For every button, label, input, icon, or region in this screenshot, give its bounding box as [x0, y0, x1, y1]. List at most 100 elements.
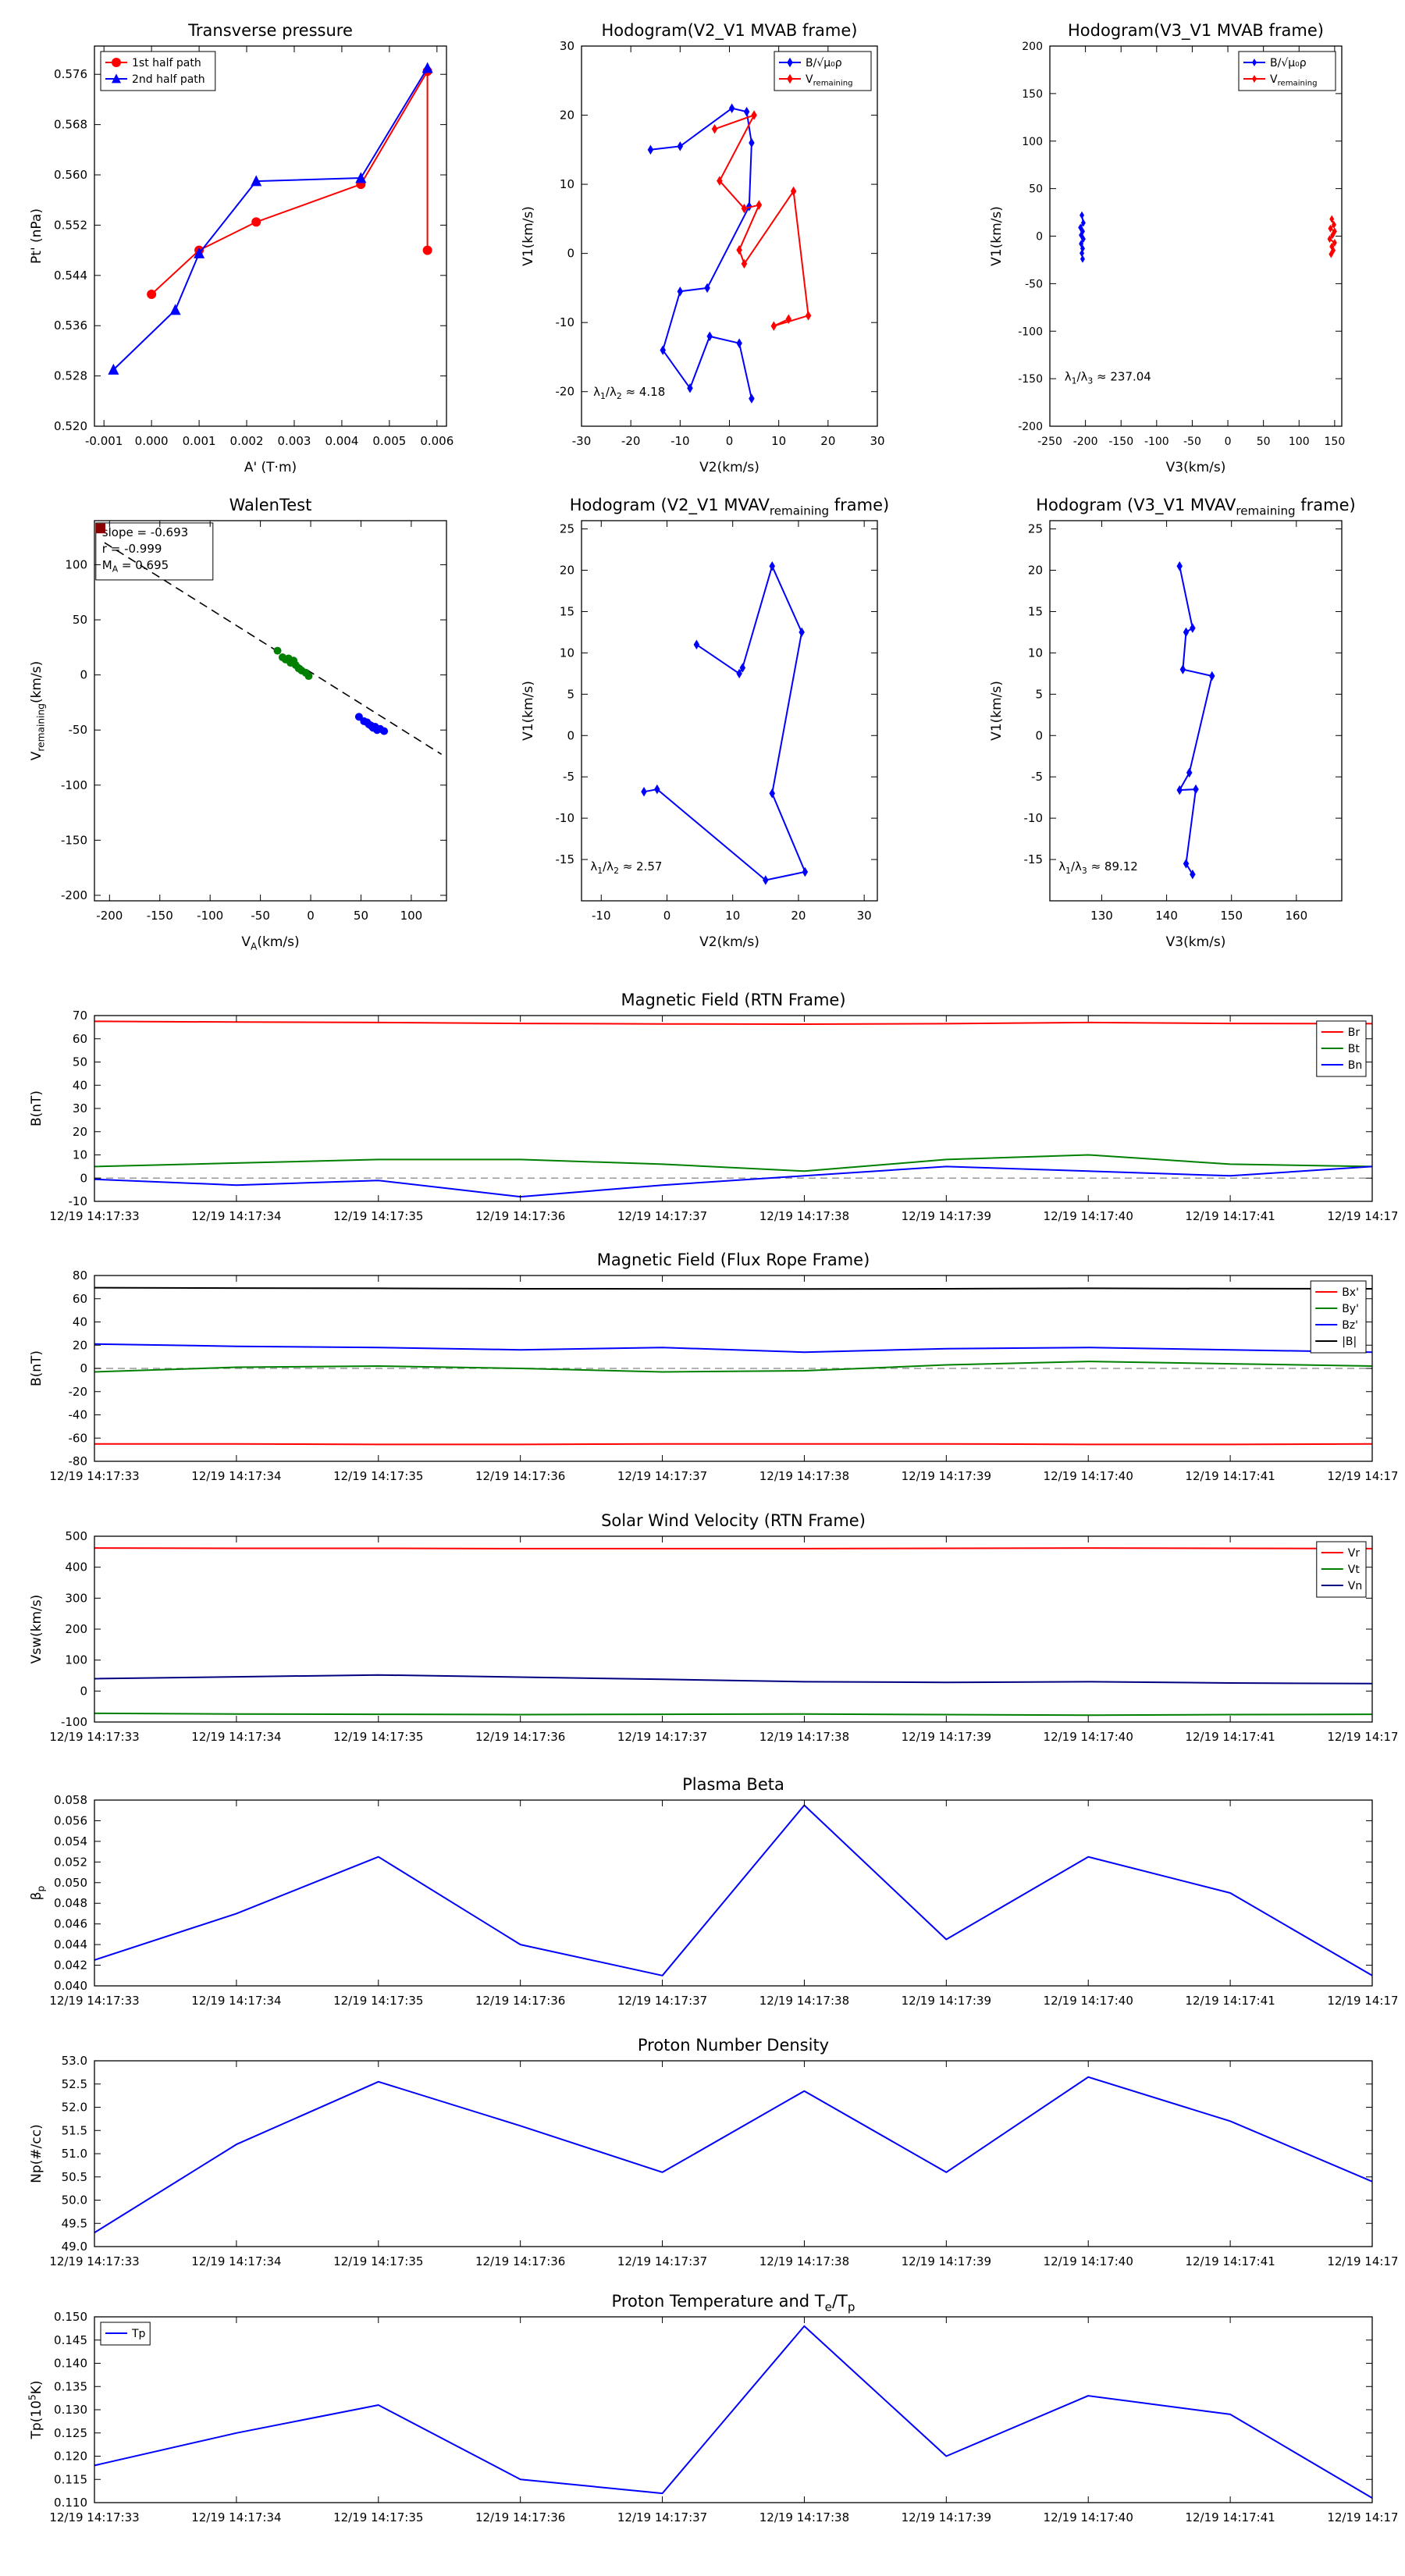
- svg-text:12/19 14:17:37: 12/19 14:17:37: [617, 1994, 707, 2008]
- svg-text:-60: -60: [69, 1431, 88, 1445]
- svg-text:B/√μ₀ρ: B/√μ₀ρ: [806, 57, 842, 69]
- svg-text:0.006: 0.006: [420, 434, 454, 448]
- svg-text:0.040: 0.040: [54, 1979, 87, 1993]
- svg-text:50.0: 50.0: [62, 2194, 87, 2208]
- svg-text:-5: -5: [563, 770, 574, 784]
- svg-text:160: 160: [1286, 909, 1308, 923]
- svg-text:0: 0: [80, 1361, 87, 1375]
- svg-text:-200: -200: [1073, 436, 1098, 448]
- svg-text:Hodogram(V3_V1 MVAB frame): Hodogram(V3_V1 MVAB frame): [1068, 21, 1324, 41]
- svg-text:12/19 14:17:42: 12/19 14:17:42: [1327, 1469, 1397, 1483]
- svg-text:12/19 14:17:33: 12/19 14:17:33: [49, 2510, 139, 2524]
- svg-text:51.0: 51.0: [62, 2147, 87, 2161]
- temp-legend: Tp: [100, 2322, 151, 2346]
- svg-text:70: 70: [73, 1009, 87, 1023]
- svg-text:V1(km/s): V1(km/s): [521, 206, 536, 266]
- walen-svg: slope = -0.693 r = -0.999 MA = 0.695 -200 -1…: [29, 496, 447, 952]
- svg-text:Plasma Beta: Plasma Beta: [682, 1775, 784, 1794]
- svg-text:10: 10: [560, 646, 574, 660]
- svg-text:Hodogram (V2_V1 MVAVremaining: Hodogram (V2_V1 MVAVremaining frame): [570, 496, 890, 518]
- svg-text:V2(km/s): V2(km/s): [699, 460, 759, 475]
- brtn-svg: 12/19 14:17:33 12/19 14:17:34 12/19 14:17:…: [29, 991, 1397, 1223]
- svg-text:-150: -150: [1108, 436, 1133, 448]
- svg-text:100: 100: [1022, 136, 1043, 148]
- svg-text:12/19 14:17:38: 12/19 14:17:38: [759, 1994, 849, 2008]
- svg-text:-10: -10: [69, 1194, 88, 1208]
- svg-text:-200: -200: [96, 909, 123, 923]
- svg-text:12/19 14:17:37: 12/19 14:17:37: [617, 1730, 707, 1744]
- h3ab-legend: B/√μ₀ρ Vremaining: [1238, 51, 1336, 91]
- svg-text:Vremaining(km/s): Vremaining(km/s): [29, 661, 46, 760]
- svg-text:2nd half path: 2nd half path: [132, 73, 205, 86]
- svg-text:-100: -100: [61, 778, 87, 792]
- svg-text:51.5: 51.5: [62, 2123, 87, 2137]
- svg-text:12/19 14:17:35: 12/19 14:17:35: [333, 2254, 423, 2268]
- svg-text:0.004: 0.004: [325, 434, 358, 448]
- svg-text:0: 0: [1035, 728, 1043, 742]
- svg-text:Vremaining: Vremaining: [806, 73, 853, 88]
- svg-text:βp: βp: [29, 1885, 46, 1900]
- svg-text:-15: -15: [556, 852, 575, 866]
- svg-text:|B|: |B|: [1342, 1336, 1357, 1348]
- svg-text:0.135: 0.135: [54, 2379, 87, 2393]
- svg-text:50.5: 50.5: [62, 2170, 87, 2184]
- svg-text:-100: -100: [1018, 326, 1043, 338]
- svg-text:0.125: 0.125: [54, 2426, 87, 2440]
- h2ab-legend: B/√μ₀ρ Vremaining: [774, 51, 872, 91]
- svg-text:slope = -0.693: slope = -0.693: [102, 525, 188, 539]
- svg-text:0.150: 0.150: [54, 2310, 87, 2324]
- svg-text:-50: -50: [69, 723, 88, 737]
- svg-text:-5: -5: [1031, 770, 1043, 784]
- svg-text:0.005: 0.005: [372, 434, 406, 448]
- svg-text:0.120: 0.120: [54, 2450, 87, 2464]
- svg-text:-100: -100: [1144, 436, 1169, 448]
- svg-text:50: 50: [354, 909, 368, 923]
- svg-text:-50: -50: [1025, 278, 1043, 290]
- svg-text:12/19 14:17:40: 12/19 14:17:40: [1044, 2254, 1133, 2268]
- svg-text:0.003: 0.003: [277, 434, 311, 448]
- svg-text:12/19 14:17:41: 12/19 14:17:41: [1185, 1209, 1275, 1223]
- svg-text:12/19 14:17:36: 12/19 14:17:36: [475, 1469, 565, 1483]
- svg-text:0.536: 0.536: [54, 318, 87, 333]
- svg-text:-0.001: -0.001: [85, 434, 123, 448]
- hodogram-v3v1-mvav-chart: λ1/λ3 ≈ 89.12 130 140 150 160 -15 -10 -5 0 5 10 15 2…: [984, 484, 1354, 970]
- svg-text:20: 20: [560, 109, 574, 123]
- svg-text:-150: -150: [61, 833, 87, 847]
- svg-text:r = -0.999: r = -0.999: [102, 542, 162, 556]
- svg-text:10: 10: [73, 1148, 87, 1162]
- svg-text:50: 50: [1029, 183, 1043, 196]
- brtn-legend: Br Bt Bn: [1316, 1020, 1367, 1077]
- svg-text:λ1/λ3 ≈ 89.12: λ1/λ3 ≈ 89.12: [1058, 859, 1138, 876]
- svg-text:0: 0: [663, 909, 671, 923]
- svg-text:Transverse pressure: Transverse pressure: [187, 21, 353, 40]
- svg-text:12/19 14:17:35: 12/19 14:17:35: [333, 1469, 423, 1483]
- svg-text:0.046: 0.046: [54, 1917, 87, 1931]
- svg-text:12/19 14:17:41: 12/19 14:17:41: [1185, 2254, 1275, 2268]
- svg-text:Br: Br: [1348, 1026, 1361, 1039]
- svg-text:20: 20: [791, 909, 806, 923]
- svg-text:12/19 14:17:41: 12/19 14:17:41: [1185, 1994, 1275, 2008]
- temp-svg: 12/19 14:17:33 12/19 14:17:34 12/19 14:17:…: [27, 2292, 1398, 2524]
- svg-text:12/19 14:17:42: 12/19 14:17:42: [1327, 1994, 1397, 2008]
- svg-text:500: 500: [65, 1529, 87, 1543]
- svg-text:0.140: 0.140: [54, 2357, 87, 2371]
- svg-text:49.0: 49.0: [62, 2240, 87, 2254]
- proton-temperature-chart: 12/19 14:17:33 12/19 14:17:34 12/19 14:17:…: [23, 2281, 1398, 2531]
- h2ab-svg: λ1/λ2 ≈ 4.18 -30 -20 -10 0 10 20 30 -20 -10 0 10 20 3…: [521, 21, 885, 475]
- svg-text:12/19 14:17:36: 12/19 14:17:36: [475, 2254, 565, 2268]
- svg-text:V1(km/s): V1(km/s): [989, 206, 1005, 266]
- svg-text:40: 40: [73, 1078, 87, 1092]
- svg-text:12/19 14:17:36: 12/19 14:17:36: [475, 2510, 565, 2524]
- svg-text:0: 0: [80, 1684, 87, 1698]
- svg-text:Np(#/cc): Np(#/cc): [29, 2124, 44, 2183]
- bfr-svg: 12/19 14:17:33 12/19 14:17:34 12/19 14:17:…: [29, 1251, 1397, 1483]
- svg-text:-150: -150: [147, 909, 173, 923]
- magnetic-field-rtn-chart: 12/19 14:17:33 12/19 14:17:34 12/19 14:17:…: [23, 980, 1397, 1229]
- svg-text:52.0: 52.0: [62, 2101, 87, 2115]
- beta-svg: 12/19 14:17:33 12/19 14:17:34 12/19 14:17:…: [29, 1775, 1397, 2008]
- svg-text:Vsw(km/s): Vsw(km/s): [29, 1595, 44, 1664]
- hodogram-v2v1-mvab-chart: λ1/λ2 ≈ 4.18 -30 -20 -10 0 10 20 30 -20 -10 0 10 20 3…: [515, 11, 890, 495]
- svg-text:0.002: 0.002: [230, 434, 264, 448]
- svg-text:12/19 14:17:39: 12/19 14:17:39: [902, 1730, 991, 1744]
- svg-text:Vt: Vt: [1348, 1564, 1361, 1576]
